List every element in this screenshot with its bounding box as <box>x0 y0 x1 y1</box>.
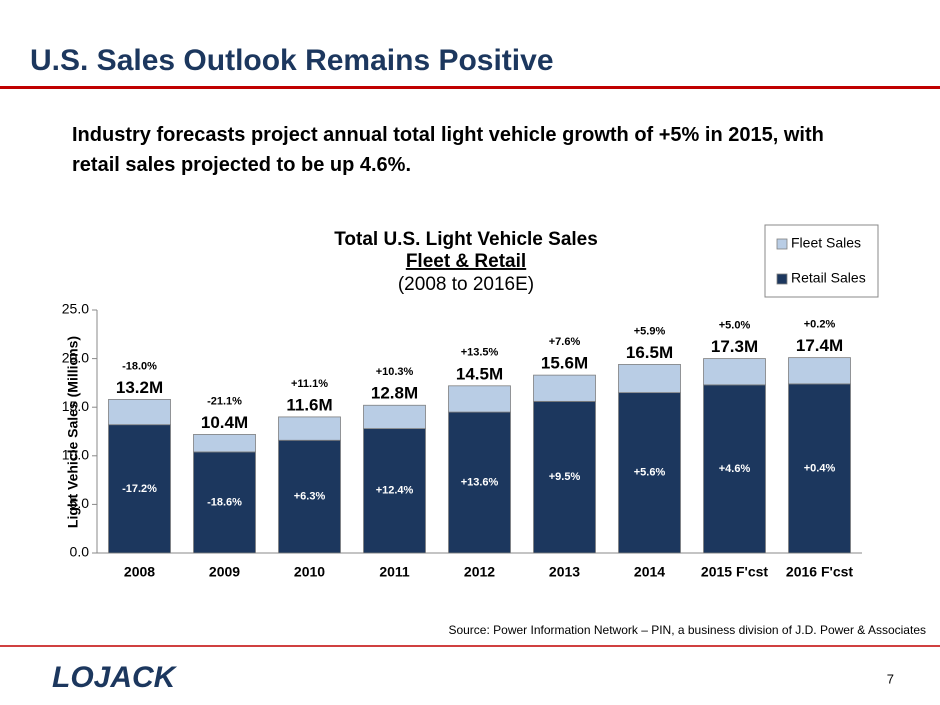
x-tick-label: 2009 <box>209 564 240 580</box>
value-label: 14.5M <box>456 364 503 383</box>
value-label: 17.3M <box>711 337 758 356</box>
intro: Industry forecasts project annual total … <box>72 124 824 176</box>
bar-segment <box>448 385 511 413</box>
bar-segment <box>363 404 426 429</box>
bar-segment <box>533 400 596 554</box>
page-number: 7 <box>887 671 894 686</box>
bar-segment <box>193 451 256 554</box>
retail-change: +5.6% <box>634 467 666 479</box>
total-change: +10.3% <box>376 366 414 378</box>
x-tick-label: 2015 F'cst <box>701 564 768 580</box>
bar-segment <box>703 358 766 386</box>
total-change: +13.5% <box>461 347 499 359</box>
y-tick-label: 25.0 <box>62 301 89 317</box>
bar-segment <box>533 374 596 402</box>
logo: LOJACK <box>52 661 178 694</box>
bar-segment <box>363 428 426 554</box>
bar-segment <box>108 399 171 426</box>
legend-label: Retail Sales <box>791 270 866 286</box>
legend-swatch <box>776 238 788 250</box>
retail-change: -18.6% <box>207 496 242 508</box>
total-change: -18.0% <box>122 360 157 372</box>
retail-change: -17.2% <box>122 483 157 495</box>
bar-segment <box>193 434 256 453</box>
source: Source: Power Information Network – PIN,… <box>448 623 926 637</box>
chart-subtitle: Fleet & Retail <box>406 251 526 272</box>
legend-label: Fleet Sales <box>791 235 861 251</box>
title-rule <box>0 86 940 89</box>
total-change: +7.6% <box>549 336 581 348</box>
retail-change: +13.6% <box>461 476 499 488</box>
bar-segment <box>448 411 511 554</box>
value-label: 13.2M <box>116 378 163 397</box>
bar-segment <box>788 383 851 554</box>
value-label: 17.4M <box>796 336 843 355</box>
bar-segment <box>278 416 341 441</box>
retail-change: +9.5% <box>549 471 581 483</box>
total-change: +5.0% <box>719 320 751 332</box>
y-tick-label: 0.0 <box>70 544 90 560</box>
value-label: 16.5M <box>626 343 673 362</box>
x-tick-label: 2011 <box>379 564 410 580</box>
total-change: -21.1% <box>207 395 242 407</box>
y-tick-label: 10.0 <box>62 447 89 463</box>
x-tick-label: 2012 <box>464 564 495 580</box>
y-tick-label: 15.0 <box>62 398 89 414</box>
total-change: +11.1% <box>291 378 328 390</box>
retail-change: +4.6% <box>719 463 751 475</box>
y-axis-label: Light Vehicle Sales (Millions) <box>65 336 81 528</box>
slide-title: U.S. Sales Outlook Remains Positive <box>30 44 554 77</box>
chart-period: (2008 to 2016E) <box>398 274 534 295</box>
bar-segment <box>788 357 851 385</box>
x-tick-label: 2010 <box>294 564 325 580</box>
retail-change: +6.3% <box>294 491 326 503</box>
x-tick-label: 2014 <box>634 564 665 580</box>
total-change: +5.9% <box>634 325 666 337</box>
bar-segment <box>278 439 341 554</box>
x-tick-label: 2013 <box>549 564 580 580</box>
retail-change: +12.4% <box>376 485 414 497</box>
x-tick-label: 2016 F'cst <box>786 564 853 580</box>
total-change: +0.2% <box>804 319 836 331</box>
legend-swatch <box>776 273 788 285</box>
value-label: 11.6M <box>286 395 332 414</box>
bar-segment <box>618 392 681 554</box>
bar-segment <box>108 424 171 554</box>
bar-segment <box>618 364 681 394</box>
legend-box <box>764 224 879 298</box>
value-label: 12.8M <box>371 384 418 403</box>
y-tick-label: 20.0 <box>62 349 89 365</box>
y-tick-label: 5.0 <box>70 495 90 511</box>
value-label: 15.6M <box>541 354 588 373</box>
x-tick-label: 2008 <box>124 564 155 580</box>
retail-change: +0.4% <box>804 462 836 474</box>
chart-title: Total U.S. Light Vehicle Sales <box>334 229 598 250</box>
value-label: 10.4M <box>201 413 248 432</box>
